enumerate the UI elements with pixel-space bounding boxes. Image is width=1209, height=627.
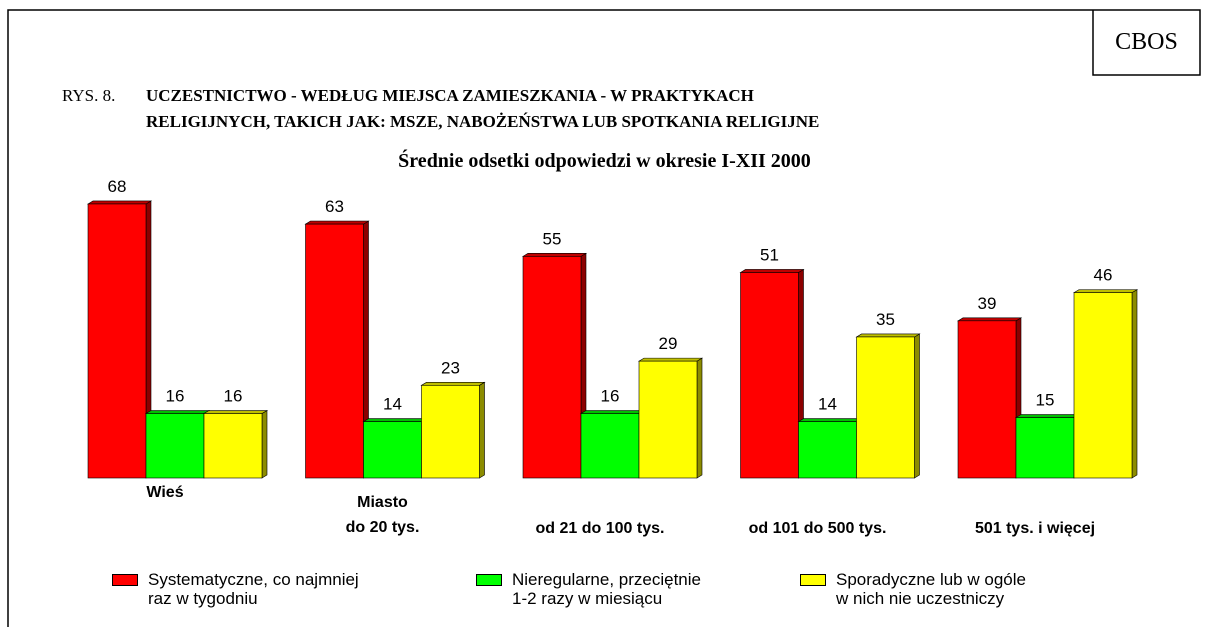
bar bbox=[145, 413, 205, 479]
bar-top bbox=[521, 253, 588, 257]
legend-swatch bbox=[800, 574, 826, 586]
bar-side bbox=[696, 357, 703, 479]
bar bbox=[580, 413, 640, 479]
legend-label: Nieregularne, przeciętnie 1-2 razy w mie… bbox=[512, 570, 701, 608]
legend-swatch bbox=[112, 574, 138, 586]
bar-top bbox=[956, 317, 1023, 322]
subtitle: Średnie odsetki odpowiedzi w okresie I-X… bbox=[398, 150, 811, 172]
x-tick-label: od 101 do 500 tys. bbox=[748, 520, 887, 537]
legend-label: Sporadyczne lub w ogóle w nich nie uczes… bbox=[836, 570, 1026, 608]
bar bbox=[363, 421, 422, 479]
bar-top bbox=[637, 357, 704, 362]
value-label: 16 bbox=[224, 387, 243, 406]
bar-side bbox=[261, 409, 268, 479]
bar-top bbox=[855, 333, 921, 338]
bar bbox=[1073, 292, 1133, 479]
bar-top bbox=[1014, 414, 1081, 418]
bar bbox=[522, 256, 582, 479]
bar-side bbox=[479, 381, 485, 479]
bar-top bbox=[86, 200, 153, 205]
legend-label: Systematyczne, co najmniej raz w tygodni… bbox=[148, 570, 359, 608]
legend-swatch bbox=[476, 574, 502, 586]
value-label: 23 bbox=[441, 358, 460, 377]
value-label: 39 bbox=[978, 294, 997, 313]
bar-side bbox=[1131, 289, 1138, 479]
bar bbox=[421, 385, 480, 479]
bar bbox=[740, 272, 799, 479]
bar-top bbox=[144, 410, 211, 414]
value-label: 35 bbox=[876, 310, 895, 329]
bar-top bbox=[739, 269, 805, 273]
bar bbox=[957, 320, 1017, 479]
x-tick-label: 501 tys. i więcej bbox=[974, 520, 1096, 537]
bar-top bbox=[420, 382, 486, 386]
bar-top bbox=[304, 220, 370, 225]
value-label: 29 bbox=[659, 334, 678, 353]
bar-top bbox=[1072, 289, 1139, 293]
value-label: 46 bbox=[1094, 266, 1113, 285]
bar bbox=[203, 413, 263, 479]
x-tick-label: Miasto do 20 tys. bbox=[345, 494, 420, 536]
value-label: 55 bbox=[543, 229, 562, 248]
bar bbox=[856, 336, 915, 479]
value-label: 16 bbox=[601, 387, 620, 406]
value-label: 63 bbox=[325, 197, 344, 216]
title-line: RELIGIJNYCH, TAKICH JAK: MSZE, NABOŻEŃST… bbox=[146, 112, 820, 131]
value-label: 14 bbox=[383, 395, 402, 414]
bar-top bbox=[797, 418, 863, 422]
value-label: 15 bbox=[1036, 391, 1055, 410]
value-label: 68 bbox=[108, 177, 127, 196]
value-label: 51 bbox=[760, 245, 779, 264]
bar-side bbox=[914, 333, 920, 479]
bar bbox=[1015, 417, 1075, 479]
bar-top bbox=[362, 418, 428, 422]
frame bbox=[7, 9, 1201, 627]
bar bbox=[305, 223, 364, 479]
value-label: 14 bbox=[818, 395, 837, 414]
x-tick-label: od 21 do 100 tys. bbox=[535, 520, 665, 537]
value-label: 16 bbox=[166, 387, 185, 406]
x-tick-label: Wieś bbox=[146, 484, 184, 501]
bar bbox=[798, 421, 857, 479]
source: CBOS bbox=[1115, 29, 1178, 55]
bar bbox=[87, 203, 147, 479]
figure-label: RYS. 8. bbox=[62, 86, 116, 105]
title-line: UCZESTNICTWO - WEDŁUG MIEJSCA ZAMIESZKAN… bbox=[146, 86, 754, 105]
bar bbox=[638, 360, 698, 479]
bar-top bbox=[579, 410, 646, 414]
bar-top bbox=[202, 410, 269, 414]
